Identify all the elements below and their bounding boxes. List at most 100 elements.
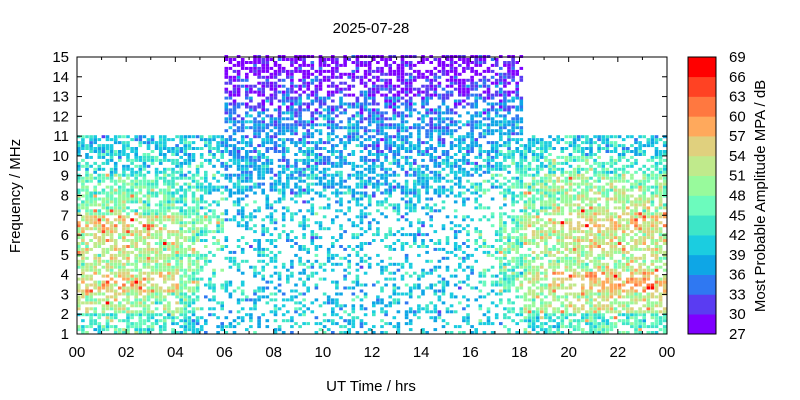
heatmap-cell — [265, 99, 270, 103]
heatmap-cell — [179, 141, 183, 145]
heatmap-cell — [232, 331, 237, 334]
heatmap-cell — [421, 274, 425, 278]
heatmap-cell — [388, 84, 392, 88]
heatmap-cell — [449, 81, 454, 85]
heatmap-cell — [499, 239, 503, 242]
heatmap-cell — [515, 182, 519, 186]
heatmap-cell — [228, 138, 233, 142]
heatmap-cell — [507, 150, 511, 153]
heatmap-cell — [359, 203, 364, 207]
heatmap-cell — [372, 102, 376, 106]
heatmap-cell — [372, 114, 376, 118]
heatmap-cell — [105, 191, 110, 195]
heatmap-cell — [101, 150, 106, 153]
heatmap-cell — [470, 144, 474, 148]
heatmap-cell — [249, 99, 253, 103]
heatmap-cell — [93, 310, 97, 314]
heatmap-cell — [310, 132, 315, 136]
heatmap-cell — [286, 274, 290, 278]
heatmap-cell — [421, 206, 425, 210]
heatmap-cell — [351, 114, 356, 118]
heatmap-cell — [515, 161, 519, 165]
heatmap-cell — [240, 319, 245, 323]
heatmap-cell — [421, 96, 425, 100]
heatmap-cell — [220, 307, 224, 311]
heatmap-cell — [175, 295, 179, 299]
heatmap-cell — [93, 170, 97, 174]
heatmap-cell — [376, 66, 380, 70]
heatmap-cell — [171, 322, 175, 326]
heatmap-cell — [490, 182, 495, 186]
heatmap-cell — [261, 105, 265, 109]
heatmap-cell — [105, 307, 110, 311]
heatmap-cell — [499, 221, 503, 225]
heatmap-cell — [249, 120, 253, 124]
heatmap-cell — [376, 295, 380, 299]
heatmap-cell — [421, 150, 425, 153]
heatmap-cell — [417, 277, 421, 281]
heatmap-cell — [363, 259, 368, 263]
heatmap-cell — [77, 141, 81, 145]
heatmap-cell — [425, 96, 429, 100]
heatmap-cell — [322, 194, 327, 198]
heatmap-cell — [179, 262, 183, 266]
heatmap-cell — [179, 280, 183, 284]
heatmap-cell — [212, 188, 216, 192]
heatmap-cell — [126, 259, 130, 263]
heatmap-cell — [310, 164, 315, 168]
heatmap-cell — [154, 268, 159, 272]
heatmap-cell — [347, 200, 351, 204]
heatmap-cell — [290, 191, 294, 195]
heatmap-cell — [437, 170, 442, 174]
heatmap-cell — [113, 259, 118, 263]
heatmap-cell — [286, 126, 290, 130]
heatmap-cell — [363, 161, 368, 165]
heatmap-cell — [277, 132, 282, 136]
heatmap-cell — [437, 129, 442, 133]
heatmap-cell — [417, 93, 421, 97]
heatmap-cell — [208, 150, 212, 153]
heatmap-cell — [113, 247, 118, 251]
heatmap-cell — [199, 147, 204, 150]
heatmap-cell — [228, 179, 233, 183]
heatmap-cell — [118, 194, 122, 198]
heatmap-cell — [126, 188, 130, 192]
heatmap-cell — [81, 179, 85, 183]
heatmap-cell — [511, 218, 515, 222]
heatmap-cell — [343, 63, 347, 67]
heatmap-cell — [310, 61, 315, 64]
heatmap-cell — [310, 206, 315, 210]
heatmap-cell — [122, 298, 126, 302]
heatmap-cell — [335, 144, 339, 148]
heatmap-cell — [240, 250, 245, 254]
heatmap-cell — [150, 328, 155, 332]
heatmap-cell — [158, 256, 163, 260]
heatmap-cell — [290, 173, 294, 177]
heatmap-cell — [437, 188, 442, 192]
heatmap-cell — [326, 93, 331, 97]
heatmap-cell — [384, 84, 388, 88]
heatmap-cell — [146, 247, 151, 251]
heatmap-cell — [404, 90, 409, 94]
heatmap-cell — [503, 197, 507, 201]
heatmap-cell — [220, 304, 224, 308]
heatmap-cell — [339, 96, 343, 100]
heatmap-cell — [449, 227, 454, 231]
heatmap-cell — [519, 233, 524, 237]
heatmap-cell — [81, 331, 85, 334]
heatmap-cell — [167, 289, 171, 293]
heatmap-cell — [331, 138, 335, 142]
heatmap-cell — [470, 147, 474, 150]
heatmap-cell — [249, 227, 253, 231]
heatmap-cell — [453, 61, 458, 64]
heatmap-cell — [245, 203, 249, 207]
heatmap-cell — [449, 274, 454, 278]
heatmap-cell — [118, 203, 122, 207]
heatmap-cell — [343, 147, 347, 150]
heatmap-cell — [150, 310, 155, 314]
heatmap-cell — [77, 286, 81, 290]
heatmap-cell — [466, 304, 470, 308]
heatmap-cell — [367, 108, 372, 112]
heatmap-cell — [113, 206, 118, 210]
heatmap-cell — [269, 93, 274, 97]
